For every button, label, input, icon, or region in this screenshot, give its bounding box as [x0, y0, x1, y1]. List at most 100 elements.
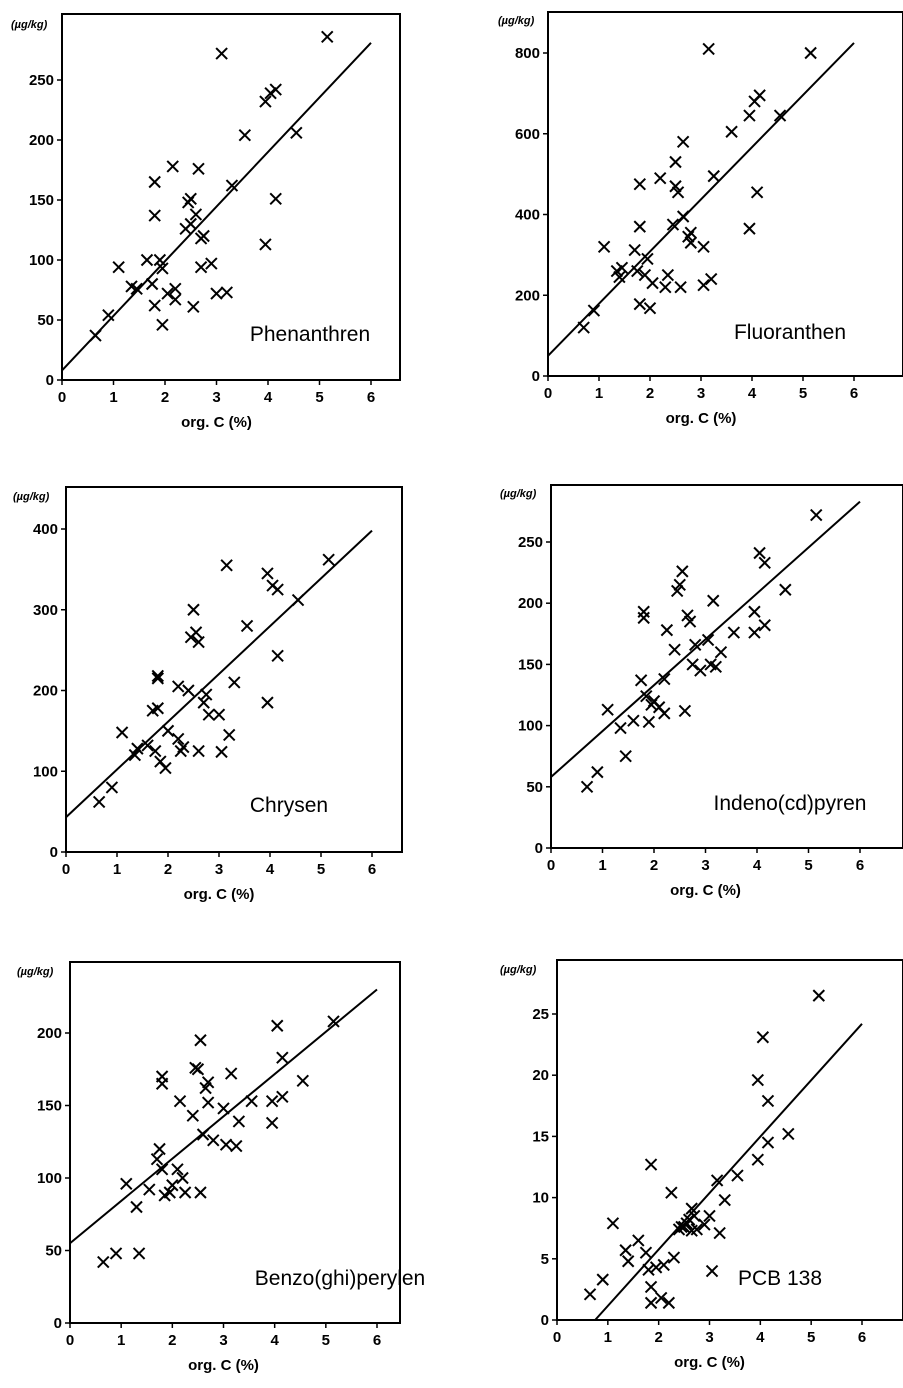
- data-point: [644, 1296, 658, 1310]
- data-point: [245, 1094, 258, 1108]
- data-point: [644, 1280, 658, 1294]
- data-point: [637, 611, 650, 625]
- data-point: [105, 781, 119, 794]
- data-point: [580, 780, 594, 794]
- x-tick-label: 2: [164, 861, 172, 878]
- panel-1: 0 50 100 150 200 250 0 1 2 3 4 5 6 (µg/kg) org. C (%) P…: [11, 13, 401, 431]
- data-point: [171, 1163, 184, 1176]
- data-point: [639, 1246, 653, 1259]
- data-point: [148, 209, 161, 222]
- data-point: [143, 1183, 156, 1196]
- data-point: [665, 1186, 678, 1199]
- data-point: [698, 1218, 711, 1231]
- data-point: [632, 1234, 645, 1247]
- data-point: [194, 260, 208, 274]
- data-point: [151, 669, 165, 683]
- x-tick-label: 2: [646, 385, 654, 402]
- x-tick-label: 4: [753, 857, 762, 874]
- x-tick-label: 6: [373, 1332, 381, 1349]
- y-tick-label: 400: [515, 207, 540, 224]
- x-axis-label: org. C (%): [670, 882, 741, 899]
- data-point: [782, 1127, 795, 1141]
- panel-5: 0 50 100 150 200 0 1 2 3 4 5 6 (µg/kg) org. C (%) Benz…: [17, 961, 425, 1374]
- x-tick-label: 3: [215, 861, 223, 878]
- data-point: [657, 1258, 670, 1272]
- x-tick-label: 6: [858, 1329, 866, 1346]
- y-unit-label: (µg/kg): [11, 19, 48, 31]
- x-tick-label: 3: [219, 1332, 227, 1349]
- x-axis-label: org. C (%): [188, 1357, 259, 1374]
- data-point: [290, 126, 303, 140]
- x-tick-label: 3: [701, 857, 709, 874]
- y-tick-label: 0: [535, 840, 543, 857]
- x-tick-label: 4: [266, 861, 275, 878]
- data-point: [196, 1128, 210, 1141]
- regression-line: [69, 988, 378, 1245]
- panel-2: 0 200 400 600 800 0 1 2 3 4 5 6 (µg/kg) org. C (%) Flu…: [498, 11, 903, 427]
- data-point: [748, 626, 761, 639]
- x-axis-label: org. C (%): [674, 1354, 745, 1371]
- x-tick-label: 0: [553, 1329, 561, 1346]
- data-point: [627, 714, 640, 727]
- y-tick-label: 200: [29, 132, 54, 149]
- y-tick-label: 0: [46, 372, 54, 389]
- data-point: [89, 329, 102, 342]
- data-point: [163, 1186, 176, 1199]
- y-unit-label: (µg/kg): [17, 966, 54, 978]
- data-point: [120, 1177, 133, 1191]
- data-point: [633, 297, 647, 311]
- data-point: [207, 1134, 220, 1147]
- data-point: [321, 30, 334, 44]
- data-point: [694, 664, 707, 677]
- data-point: [642, 1263, 655, 1277]
- data-point: [697, 240, 710, 254]
- data-point: [264, 86, 277, 100]
- data-point: [215, 745, 228, 759]
- data-point: [228, 676, 241, 689]
- y-tick-label: 0: [532, 368, 540, 385]
- y-tick-label: 200: [37, 1025, 62, 1042]
- data-point: [150, 1152, 164, 1166]
- data-point: [614, 721, 627, 735]
- data-point: [748, 605, 761, 618]
- data-point: [727, 626, 741, 639]
- x-tick-label: 6: [367, 389, 375, 406]
- x-tick-label: 4: [270, 1332, 279, 1349]
- data-point: [269, 192, 282, 206]
- data-point: [291, 593, 305, 607]
- x-tick-label: 6: [368, 861, 376, 878]
- data-point: [210, 287, 223, 300]
- y-tick-label: 150: [518, 656, 543, 673]
- data-point: [219, 1138, 233, 1151]
- data-point: [615, 261, 629, 275]
- x-tick-label: 2: [650, 857, 658, 874]
- data-point: [271, 583, 284, 596]
- data-point: [197, 696, 210, 709]
- data-point: [166, 1179, 179, 1192]
- data-point: [212, 708, 226, 721]
- data-point: [707, 594, 720, 607]
- data-point: [640, 690, 653, 703]
- panel-4: 0 50 100 150 200 250 0 1 2 3 4 5 6 (µg/kg) org. C (%) I…: [500, 484, 903, 899]
- x-tick-label: 3: [705, 1329, 713, 1346]
- data-point: [184, 192, 197, 206]
- x-tick-label: 0: [62, 861, 70, 878]
- data-point: [773, 109, 787, 122]
- data-point: [705, 1264, 719, 1278]
- data-point: [171, 732, 185, 746]
- data-point: [155, 1077, 169, 1090]
- data-point: [678, 704, 692, 718]
- data-point: [676, 210, 690, 223]
- plot-frame: [556, 959, 903, 1321]
- x-tick-label: 2: [654, 1329, 662, 1346]
- data-point: [596, 1273, 609, 1286]
- data-point: [685, 1202, 698, 1215]
- data-point: [97, 1255, 110, 1269]
- data-point: [688, 1209, 701, 1223]
- data-point: [601, 703, 614, 716]
- x-tick-label: 4: [756, 1329, 765, 1346]
- x-tick-label: 1: [109, 389, 117, 406]
- y-tick-label: 10: [532, 1190, 549, 1207]
- x-axis-label: org. C (%): [666, 410, 737, 427]
